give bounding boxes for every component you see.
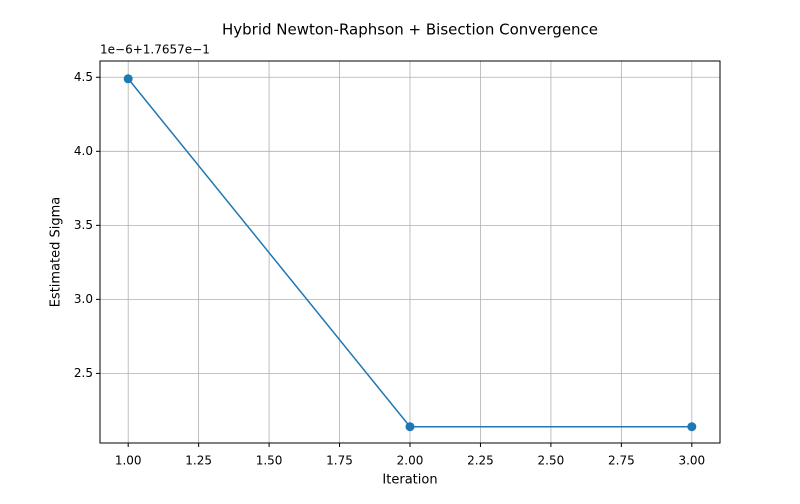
x-tick-label: 1.00	[115, 454, 142, 468]
chart-title: Hybrid Newton-Raphson + Bisection Conver…	[222, 21, 598, 39]
y-offset-label: 1e−6+1.7657e−1	[100, 43, 210, 57]
x-tick-label: 1.50	[256, 454, 283, 468]
y-tick-label: 3.5	[74, 218, 93, 232]
x-tick-label: 1.25	[185, 454, 212, 468]
y-tick-label: 3.0	[74, 292, 93, 306]
x-tick-label: 3.00	[678, 454, 705, 468]
x-tick-label: 2.25	[467, 454, 494, 468]
y-axis-label: Estimated Sigma	[49, 197, 64, 308]
y-tick-label: 4.0	[74, 144, 93, 158]
x-axis-label: Iteration	[382, 473, 437, 488]
x-tick-label: 2.00	[397, 454, 424, 468]
x-tick-label: 2.50	[538, 454, 565, 468]
plot-frame	[99, 60, 721, 444]
x-tick-label: 1.75	[326, 454, 353, 468]
point	[687, 422, 697, 432]
x-tick-label: 2.75	[608, 454, 635, 468]
point	[405, 422, 415, 432]
point	[123, 74, 133, 84]
y-tick-label: 2.5	[74, 366, 93, 380]
y-tick-label: 4.5	[74, 70, 93, 84]
